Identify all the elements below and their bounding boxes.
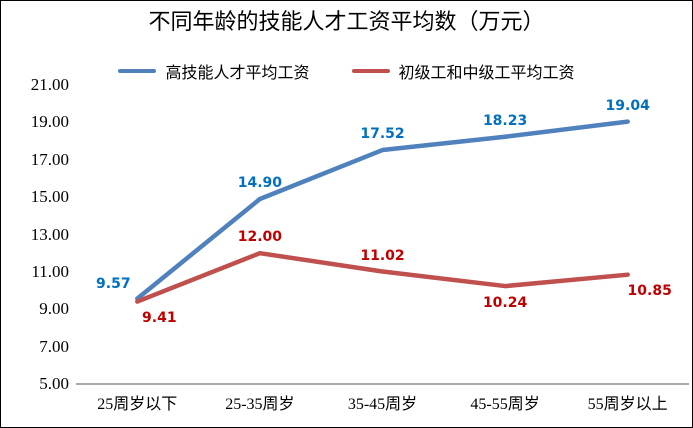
data-label-series-1: 11.02 <box>360 247 405 264</box>
data-label-series-1: 10.85 <box>627 282 672 299</box>
data-label-series-1: 10.24 <box>482 295 528 312</box>
data-label-series-0: 14.90 <box>237 174 283 191</box>
data-label-series-1: 12.00 <box>237 229 283 246</box>
data-label-series-0: 18.23 <box>482 112 528 129</box>
y-tick-label: 5.00 <box>39 374 69 393</box>
legend-label-junior-mid: 初级工和中级工平均工资 <box>398 65 575 82</box>
x-category-label: 55周岁以上 <box>587 396 668 413</box>
legend: 高技能人才平均工资 初级工和中级工平均工资 <box>1 59 692 83</box>
legend-label-high-skill: 高技能人才平均工资 <box>165 65 310 82</box>
x-category-label: 25-35周岁 <box>225 396 295 413</box>
y-tick-label: 13.00 <box>30 224 69 244</box>
x-category-label: 25周岁以下 <box>97 396 178 413</box>
series-line-0 <box>135 119 630 301</box>
data-label-series-0: 19.04 <box>605 97 650 114</box>
chart-title: 不同年龄的技能人才工资平均数（万元） <box>148 9 545 34</box>
legend-item-high-skill: 高技能人才平均工资 <box>118 59 310 83</box>
y-tick-label: 9.00 <box>39 299 69 319</box>
series-line-1 <box>135 250 630 304</box>
y-tick-label: 21.00 <box>30 75 69 94</box>
y-tick-label: 11.00 <box>31 261 69 281</box>
data-label-series-0: 9.57 <box>96 275 131 292</box>
data-label-series-0: 17.52 <box>360 126 405 143</box>
y-tick-label: 19.00 <box>30 112 69 132</box>
x-category-label: 35-45周岁 <box>347 396 418 413</box>
data-label-series-1: 9.41 <box>142 309 177 326</box>
y-tick-label: 17.00 <box>30 149 69 169</box>
x-category-label: 45-55周岁 <box>470 396 540 413</box>
y-tick-label: 7.00 <box>39 336 69 356</box>
y-tick-label: 15.00 <box>30 187 69 207</box>
legend-line-swatch-red <box>351 69 390 73</box>
legend-item-junior-mid: 初级工和中级工平均工资 <box>351 59 575 83</box>
legend-line-swatch-blue <box>118 69 157 73</box>
